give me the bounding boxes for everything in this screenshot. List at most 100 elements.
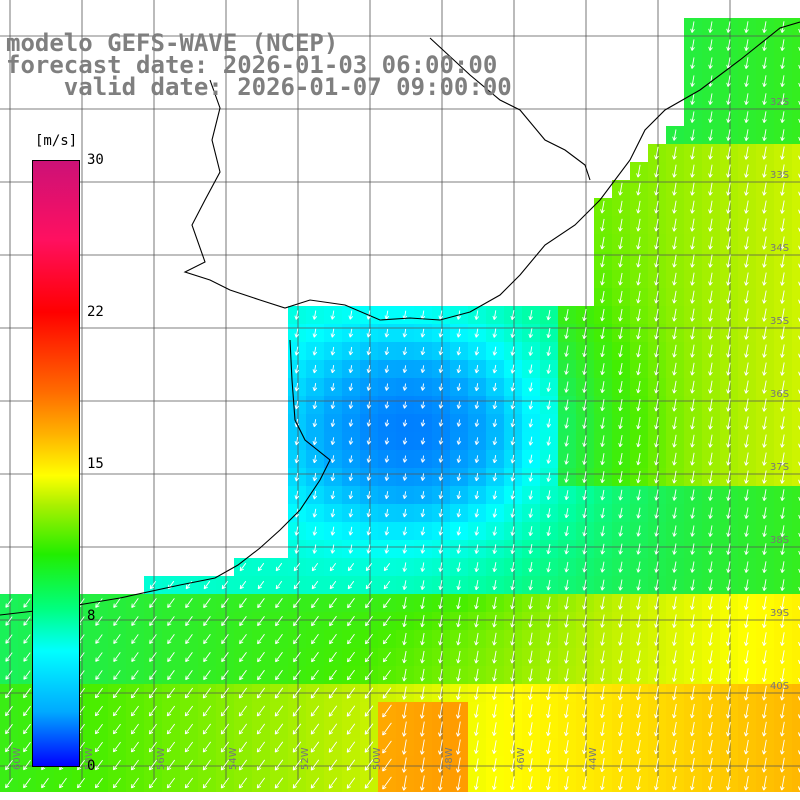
wind-arrow — [167, 652, 175, 663]
wind-arrow — [690, 543, 695, 555]
wind-arrow — [420, 668, 425, 682]
wind-arrow — [564, 596, 569, 610]
wind-arrow — [131, 616, 139, 627]
wind-arrow — [546, 454, 552, 464]
wind-arrow — [672, 254, 677, 268]
wind-arrow — [402, 562, 408, 572]
wind-arrow — [347, 615, 355, 627]
wind-speed-cell — [792, 666, 800, 684]
wind-arrow — [582, 668, 587, 682]
wind-arrow — [510, 686, 515, 700]
wind-arrow — [690, 254, 695, 268]
wind-arrow — [257, 651, 265, 663]
wind-arrow — [708, 57, 713, 69]
wind-arrow — [474, 473, 480, 482]
wind-arrow — [185, 670, 193, 681]
wind-arrow — [762, 290, 767, 304]
wind-arrow — [762, 614, 767, 628]
wind-arrow — [384, 419, 390, 427]
wind-arrow — [761, 721, 767, 737]
wind-arrow — [797, 750, 800, 755]
wind-speed-cell — [792, 612, 800, 630]
wind-arrow — [636, 272, 641, 286]
wind-arrow — [744, 326, 749, 340]
wind-arrow — [402, 508, 408, 518]
wind-arrow — [780, 596, 785, 610]
wind-arrow — [492, 614, 497, 628]
wind-arrow — [312, 526, 318, 536]
wind-arrow — [130, 759, 139, 771]
wind-arrow — [474, 455, 480, 463]
wind-arrow — [654, 525, 659, 537]
wind-arrow — [130, 741, 139, 753]
wind-arrow — [510, 668, 515, 682]
wind-arrow — [744, 308, 749, 322]
wind-arrow — [744, 398, 749, 412]
wind-speed-cell — [792, 774, 800, 792]
wind-arrow — [672, 668, 677, 682]
wind-arrow — [528, 454, 534, 464]
wind-arrow — [330, 419, 336, 427]
wind-arrow — [528, 418, 534, 428]
wind-arrow — [744, 218, 749, 232]
wind-arrow — [672, 380, 677, 394]
wind-arrow — [402, 668, 407, 682]
wind-arrow — [779, 721, 785, 737]
wind-arrow — [294, 544, 300, 554]
wind-arrow — [780, 362, 785, 376]
wind-arrow — [420, 328, 426, 338]
wind-arrow — [438, 491, 444, 500]
wind-arrow — [708, 326, 713, 340]
wind-arrow — [636, 758, 641, 773]
wind-arrow — [221, 598, 229, 609]
wind-arrow — [23, 777, 31, 789]
wind-arrow — [149, 580, 157, 590]
wind-arrow — [672, 236, 677, 250]
wind-arrow — [238, 723, 248, 735]
wind-arrow — [294, 472, 300, 482]
wind-arrow — [438, 365, 444, 374]
wind-arrow — [528, 561, 533, 573]
wind-arrow — [312, 328, 318, 338]
wind-arrow — [708, 470, 713, 484]
latitude-label: 39S — [770, 608, 789, 619]
wind-arrow — [294, 526, 300, 536]
wind-arrow — [112, 759, 121, 771]
wind-arrow — [294, 382, 300, 392]
wind-arrow — [312, 472, 318, 482]
wind-arrow — [636, 200, 641, 214]
wind-arrow — [420, 419, 426, 427]
wind-arrow — [456, 401, 462, 409]
wind-arrow — [690, 596, 695, 610]
wind-arrow — [438, 562, 444, 572]
wind-arrow — [780, 164, 785, 178]
wind-arrow — [293, 669, 301, 681]
wind-arrow — [402, 650, 407, 664]
wind-arrow — [456, 686, 461, 700]
wind-arrow — [690, 57, 695, 69]
wind-arrow — [618, 218, 623, 232]
wind-speed-cell — [792, 54, 800, 72]
wind-arrow — [401, 721, 407, 737]
wind-arrow — [510, 364, 516, 374]
wind-arrow — [654, 164, 659, 178]
wind-arrow — [474, 580, 479, 591]
wind-arrow — [149, 598, 157, 609]
wind-arrow — [672, 561, 677, 573]
wind-arrow — [744, 416, 749, 430]
wind-arrow — [185, 598, 193, 609]
wind-arrow — [402, 365, 408, 373]
wind-arrow — [762, 129, 767, 141]
wind-arrow — [112, 687, 121, 699]
wind-arrow — [401, 775, 407, 791]
wind-arrow — [274, 687, 284, 699]
wind-arrow — [95, 598, 103, 608]
wind-arrow — [744, 470, 749, 484]
wind-arrow — [220, 777, 230, 789]
wind-arrow — [292, 741, 302, 753]
wind-arrow — [202, 687, 212, 699]
wind-arrow — [384, 310, 390, 320]
wind-arrow — [420, 401, 426, 409]
wind-speed-cell — [792, 756, 800, 774]
wind-arrow — [510, 400, 516, 410]
